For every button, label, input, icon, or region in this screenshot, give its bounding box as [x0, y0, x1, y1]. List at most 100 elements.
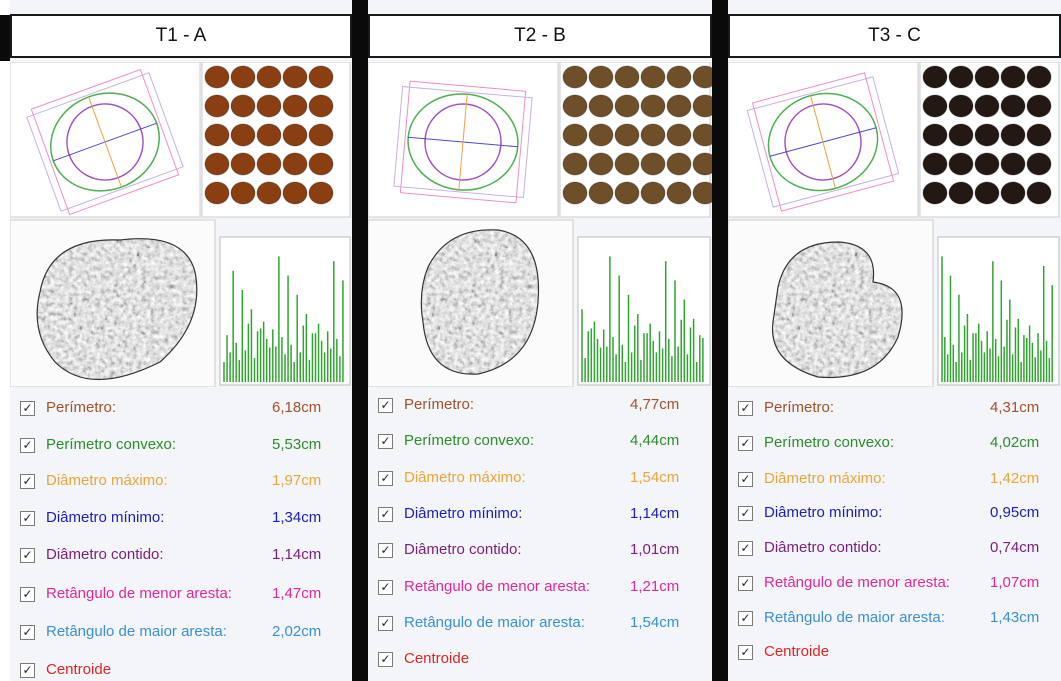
checkbox[interactable]: ✓: [738, 436, 753, 451]
seed: [308, 94, 334, 118]
checkbox[interactable]: ✓: [20, 548, 35, 563]
seed: [1026, 123, 1052, 147]
measure-value: 1,34cm: [272, 509, 322, 526]
texture-outline: [36, 238, 198, 380]
seed: [974, 123, 1000, 147]
measure-value: 2,02cm: [272, 623, 322, 640]
seed: [562, 181, 588, 205]
seed: [308, 123, 334, 147]
frame: [0, 15, 10, 61]
shape: [746, 76, 900, 208]
measure-value: 1,14cm: [272, 546, 322, 563]
seed: [1000, 94, 1026, 118]
measure-label: Diâmetro mínimo:: [404, 505, 523, 522]
seed: [204, 65, 230, 89]
measure-label: Retângulo de menor aresta:: [764, 574, 950, 591]
checkbox[interactable]: ✓: [20, 663, 35, 678]
seed: [282, 123, 308, 147]
seed: [230, 94, 256, 118]
seed: [282, 94, 308, 118]
panel-images: [728, 62, 1060, 387]
seed: [922, 94, 948, 118]
seed: [1000, 152, 1026, 176]
checkbox[interactable]: ✓: [20, 401, 35, 416]
checkbox[interactable]: ✓: [378, 471, 393, 486]
checkbox[interactable]: ✓: [738, 506, 753, 521]
checkbox[interactable]: ✓: [20, 474, 35, 489]
seed: [948, 181, 974, 205]
measure-row: ✓ Diâmetro mínimo: 1,34cm: [20, 506, 352, 530]
panel-title: T2 - B: [368, 14, 712, 58]
checkbox[interactable]: ✓: [20, 438, 35, 453]
measure-row: ✓ Diâmetro mínimo: 0,95cm: [738, 501, 1061, 525]
measure-row: ✓ Perímetro convexo: 5,53cm: [20, 433, 352, 457]
checkbox[interactable]: ✓: [378, 398, 393, 413]
measure-label: Perímetro:: [46, 399, 117, 416]
checkbox[interactable]: ✓: [378, 616, 393, 631]
checkbox[interactable]: ✓: [20, 587, 35, 602]
seed: [666, 152, 692, 176]
checkbox[interactable]: ✓: [738, 576, 753, 591]
seed: [588, 94, 614, 118]
checkbox[interactable]: ✓: [378, 507, 393, 522]
checkbox[interactable]: ✓: [738, 645, 753, 660]
seed: [1026, 94, 1052, 118]
checkbox[interactable]: ✓: [378, 543, 393, 558]
seed: [204, 123, 230, 147]
checkbox[interactable]: ✓: [378, 652, 393, 667]
measure-value: 1,21cm: [630, 578, 680, 595]
panel: T2 - B ✓ Perímetro: 4,77cm ✓ Perímetro convex…: [368, 0, 712, 681]
seed: [922, 123, 948, 147]
seed: [974, 65, 1000, 89]
seed: [614, 94, 640, 118]
measure-label: Retângulo de maior aresta:: [764, 609, 945, 626]
divider: [712, 0, 728, 681]
measure-row: ✓ Retângulo de maior aresta: 1,54cm: [378, 611, 712, 635]
measure-label: Centroide: [764, 643, 830, 660]
checkbox[interactable]: ✓: [738, 541, 753, 556]
seed: [640, 94, 666, 118]
measure-label: Centroide: [46, 661, 112, 678]
texture-outline: [420, 229, 540, 375]
measure-label: Diâmetro máximo:: [46, 472, 168, 489]
seed: [922, 65, 948, 89]
seed: [588, 123, 614, 147]
geometry: [746, 72, 900, 212]
measure-label: Perímetro:: [404, 396, 475, 413]
measure-row: ✓ Diâmetro mínimo: 1,14cm: [378, 502, 712, 526]
measure-value: 4,44cm: [630, 432, 680, 449]
measure-label: Retângulo de maior aresta:: [46, 623, 227, 640]
seed: [230, 123, 256, 147]
seed: [256, 152, 282, 176]
measure-row: ✓ Perímetro: 6,18cm: [20, 396, 352, 420]
shape: [458, 94, 468, 190]
checkbox[interactable]: ✓: [738, 401, 753, 416]
seed: [256, 123, 282, 147]
checkbox[interactable]: ✓: [20, 625, 35, 640]
checkbox[interactable]: ✓: [20, 511, 35, 526]
measure-value: 4,77cm: [630, 396, 680, 413]
measure-row: ✓ Diâmetro máximo: 1,42cm: [738, 467, 1061, 491]
measure-row: ✓ Centroide: [20, 658, 352, 681]
checkbox[interactable]: ✓: [738, 611, 753, 626]
measure-value: 1,42cm: [990, 470, 1040, 487]
seed: [948, 123, 974, 147]
checkbox[interactable]: ✓: [378, 434, 393, 449]
panel: T3 - C ✓ Perímetro: 4,31cm ✓ Perímetro convex…: [728, 0, 1061, 681]
measure-label: Centroide: [404, 650, 470, 667]
checkbox[interactable]: ✓: [378, 580, 393, 595]
measure-row: ✓ Diâmetro contido: 0,74cm: [738, 536, 1061, 560]
checkbox[interactable]: ✓: [738, 472, 753, 487]
measure-label: Diâmetro contido:: [46, 546, 164, 563]
measure-row: ✓ Centroide: [378, 647, 712, 671]
seed: [640, 152, 666, 176]
seed: [1026, 65, 1052, 89]
measure-label: Perímetro:: [764, 399, 835, 416]
geometry: [393, 80, 533, 204]
measure-value: 0,74cm: [990, 539, 1040, 556]
seed: [204, 181, 230, 205]
seed: [562, 123, 588, 147]
measure-row: ✓ Centroide: [738, 640, 1061, 664]
measure-row: ✓ Retângulo de maior aresta: 2,02cm: [20, 620, 352, 644]
measure-label: Perímetro convexo:: [764, 434, 895, 451]
